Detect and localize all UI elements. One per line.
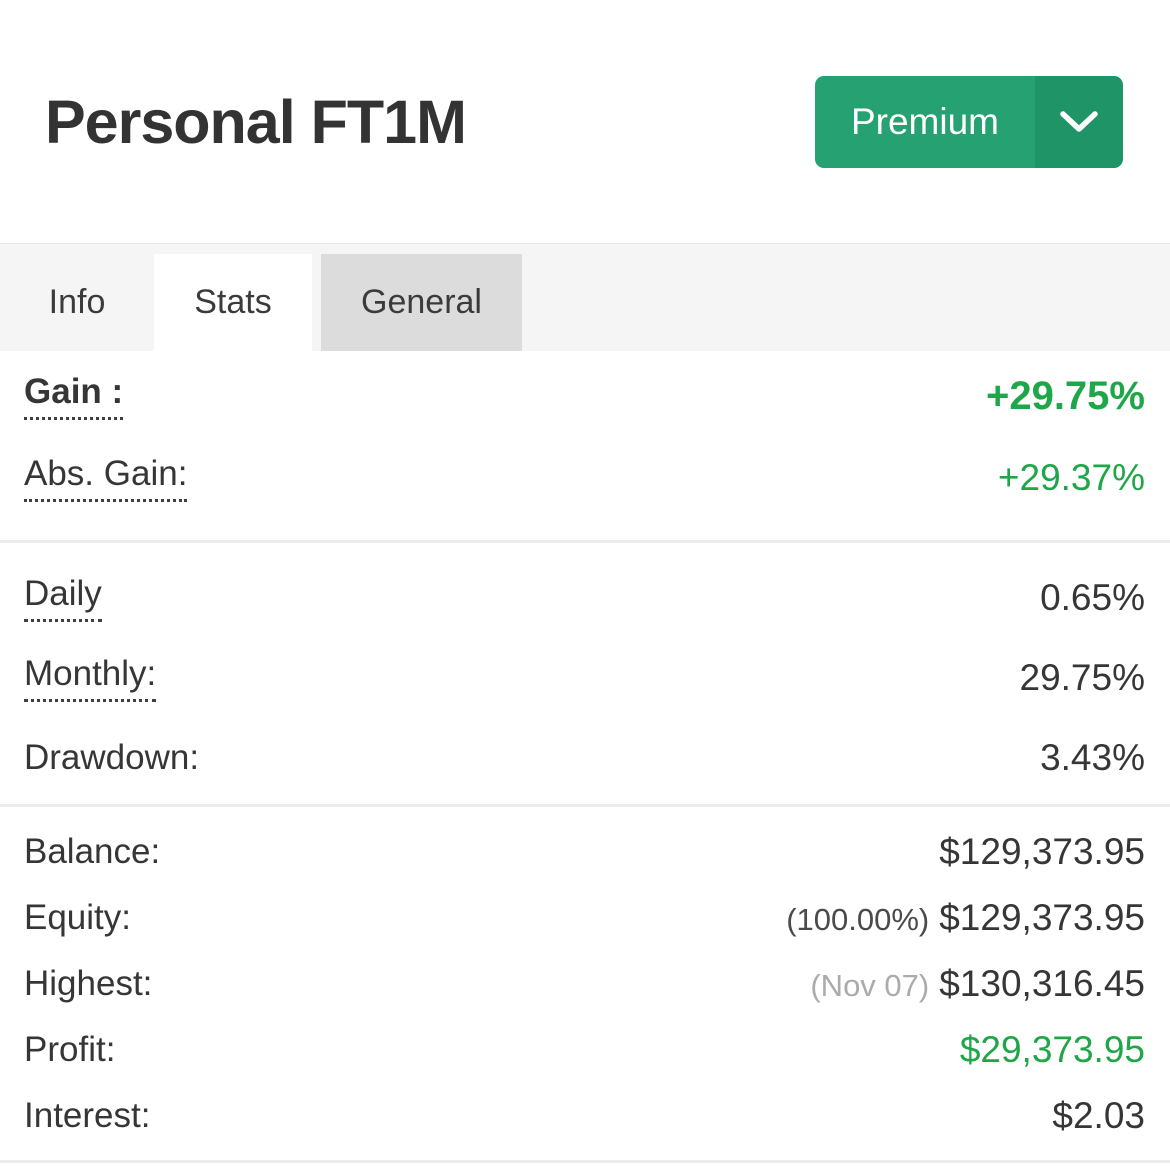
stat-value-monthly: 29.75%: [1019, 657, 1146, 698]
tab-stats-label: Stats: [194, 283, 272, 321]
section-divider: [0, 540, 1170, 543]
premium-button[interactable]: Premium: [814, 75, 1123, 168]
stat-row-daily: Daily 0.65%: [24, 558, 1145, 638]
stat-row-monthly: Monthly: 29.75%: [24, 638, 1145, 718]
stat-label-abs-gain[interactable]: Abs. Gain:: [24, 454, 188, 502]
stat-label-daily[interactable]: Daily: [24, 574, 102, 622]
highest-date-note: (Nov 07): [810, 968, 930, 1003]
stat-label-interest: Interest:: [24, 1096, 151, 1135]
stat-row-profit: Profit: $29,373.95: [24, 1017, 1145, 1083]
stat-label-highest: Highest:: [24, 964, 153, 1003]
stat-row-equity: Equity: (100.00%) $129,373.95: [24, 885, 1145, 951]
period-section: Daily 0.65% Monthly: 29.75% Drawdown: 3.…: [0, 543, 1170, 798]
stat-row-gain: Gain : +29.75%: [24, 355, 1145, 437]
stat-label-gain[interactable]: Gain :: [24, 372, 124, 420]
stat-label-profit: Profit:: [24, 1030, 116, 1069]
chevron-down-icon[interactable]: [1035, 75, 1123, 168]
stat-value-gain: +29.75%: [985, 373, 1145, 418]
stat-value-equity: $129,373.95: [939, 897, 1145, 938]
tab-stats[interactable]: Stats: [154, 254, 312, 351]
header: Personal FT1M Premium: [0, 0, 1170, 243]
stat-value-group: (Nov 07) $130,316.45: [810, 963, 1145, 1005]
premium-button-label: Premium: [814, 75, 1035, 168]
stat-value-daily: 0.65%: [1040, 577, 1145, 618]
stat-value-interest: $2.03: [1052, 1095, 1145, 1136]
equity-percent-note: (100.00%): [786, 902, 930, 937]
stat-value-drawdown: 3.43%: [1040, 737, 1145, 778]
stat-row-highest: Highest: (Nov 07) $130,316.45: [24, 951, 1145, 1017]
stat-row-interest: Interest: $2.03: [24, 1083, 1145, 1149]
section-divider: [0, 804, 1170, 807]
stat-value-balance: $129,373.95: [939, 831, 1145, 872]
section-divider: [0, 1160, 1170, 1163]
stat-label-equity: Equity:: [24, 898, 131, 937]
stat-label-balance: Balance:: [24, 832, 161, 871]
tab-info[interactable]: Info: [0, 254, 154, 351]
stat-value-highest: $130,316.45: [939, 963, 1145, 1004]
account-section: Balance: $129,373.95 Equity: (100.00%) $…: [0, 807, 1170, 1149]
tab-general-label: General: [361, 283, 482, 321]
stat-value-profit: $29,373.95: [959, 1029, 1145, 1070]
stat-value-group: (100.00%) $129,373.95: [786, 897, 1145, 939]
tab-general[interactable]: General: [321, 254, 522, 351]
stat-value-abs-gain: +29.37%: [997, 457, 1145, 498]
tab-bar: Info Stats General: [0, 243, 1170, 351]
stat-row-abs-gain: Abs. Gain: +29.37%: [24, 437, 1145, 519]
gain-section: Gain : +29.75% Abs. Gain: +29.37%: [0, 351, 1170, 519]
stats-panel: Gain : +29.75% Abs. Gain: +29.37% Daily …: [0, 351, 1170, 1163]
stat-row-drawdown: Drawdown: 3.43%: [24, 718, 1145, 798]
page-title: Personal FT1M: [45, 87, 467, 156]
tab-info-label: Info: [48, 283, 106, 321]
stat-label-monthly[interactable]: Monthly:: [24, 654, 157, 702]
stat-label-drawdown: Drawdown:: [24, 738, 200, 777]
stat-row-balance: Balance: $129,373.95: [24, 819, 1145, 885]
